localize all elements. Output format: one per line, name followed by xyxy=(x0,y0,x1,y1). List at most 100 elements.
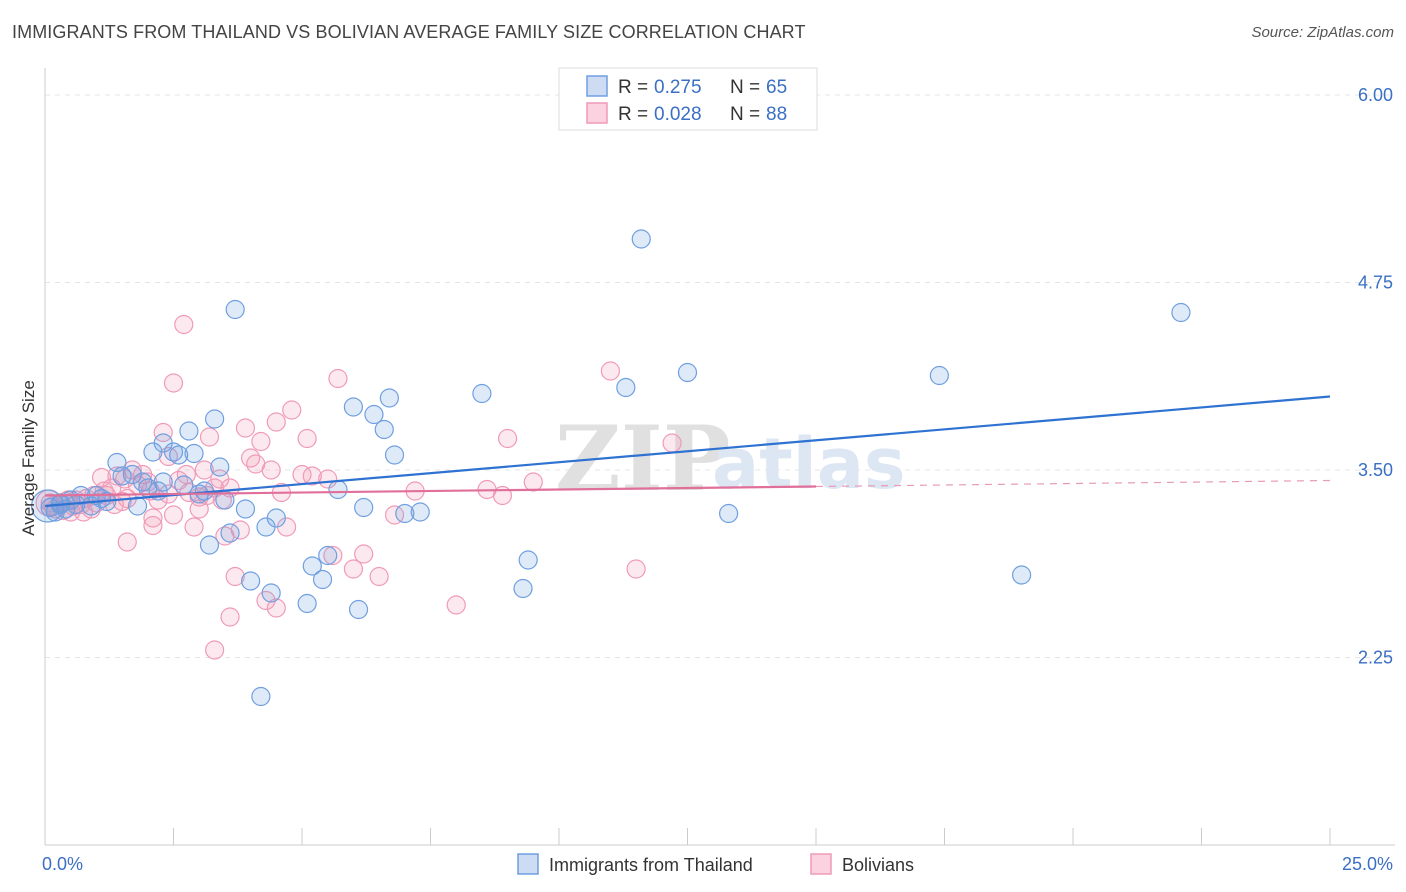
thailand-point-55 xyxy=(518,550,538,570)
bolivians-point-70 xyxy=(205,640,225,660)
thailand-point-62 xyxy=(1171,302,1191,323)
trend-lines xyxy=(44,395,1331,508)
bolivians-point-52 xyxy=(318,469,338,489)
bolivians-point-58 xyxy=(384,505,405,525)
grid-lines xyxy=(45,94,1395,658)
thailand-point-34 xyxy=(241,571,261,591)
bolivians-point-57 xyxy=(369,566,389,587)
bolivians-point-14 xyxy=(112,491,132,512)
x-tick-label-1: 25.0% xyxy=(1342,854,1393,874)
bolivians-point-72 xyxy=(266,598,286,618)
bolivians-point-51 xyxy=(302,466,322,486)
bolivians-point-27 xyxy=(174,314,194,335)
y-axis-label: Average Family Size xyxy=(19,380,38,536)
bolivians-point-40 xyxy=(241,448,261,468)
legend-n-value-1: 65 xyxy=(766,77,787,98)
thailand-point-24 xyxy=(184,443,204,464)
thailand-point-21 xyxy=(169,445,189,465)
watermark-zip: ZIP xyxy=(555,406,730,512)
bolivians-point-69 xyxy=(143,515,163,536)
x-tick-label-0: 0.0% xyxy=(42,854,83,874)
thailand-point-59 xyxy=(719,503,739,524)
bolivians-point-24 xyxy=(163,505,184,525)
legend-r-label-2: R = xyxy=(618,104,648,125)
thailand-point-61 xyxy=(1011,565,1032,585)
thailand-point-52 xyxy=(410,502,430,522)
watermark-atlas: atlas xyxy=(712,423,906,505)
y-tick-labels: 2.25 3.50 4.75 6.00 xyxy=(1358,85,1393,668)
bolivians-point-56 xyxy=(354,544,374,564)
bolivians-point-67 xyxy=(662,433,682,453)
bolivians-point-55 xyxy=(343,559,363,579)
bottom-legend-swatch-thailand xyxy=(517,853,539,875)
y-tick-label-3: 6.00 xyxy=(1358,85,1393,105)
thailand-point-56 xyxy=(616,377,636,398)
thailand-point-12 xyxy=(122,464,142,485)
thailand-point-58 xyxy=(677,362,698,383)
thailand-point-33 xyxy=(235,499,256,519)
bolivians-point-32 xyxy=(199,427,220,447)
bottom-legend-label-bolivians: Bolivians xyxy=(842,855,914,875)
bolivians-point-68 xyxy=(117,532,137,552)
legend-swatch-bolivians xyxy=(586,102,608,124)
thailand-point-28 xyxy=(205,409,225,429)
series-legend: Immigrants from Thailand Bolivians xyxy=(517,853,914,875)
chart-title: IMMIGRANTS FROM THAILAND VS BOLIVIAN AVE… xyxy=(12,22,806,42)
thailand-point-45 xyxy=(348,599,369,620)
legend-r-value-2: 0.028 xyxy=(654,104,702,125)
thailand-point-49 xyxy=(379,388,399,408)
bolivians-point-37 xyxy=(225,566,245,587)
bolivians-point-48 xyxy=(282,400,302,420)
bolivians-trend-line xyxy=(44,485,817,497)
thailand-point-32 xyxy=(225,299,245,320)
thailand-point-39 xyxy=(297,593,317,614)
thailand-point-50 xyxy=(384,445,405,465)
axes xyxy=(44,68,1395,846)
series-thailand xyxy=(30,229,1191,707)
legend-n-label-1: N = xyxy=(730,77,760,98)
bolivians-point-50 xyxy=(297,428,317,449)
legend-n-label-2: N = xyxy=(730,104,760,125)
bolivians-point-53 xyxy=(323,545,343,566)
thailand-point-14 xyxy=(133,472,153,492)
thailand-point-60 xyxy=(929,365,949,386)
thailand-point-57 xyxy=(631,229,651,249)
bolivians-point-71 xyxy=(220,607,240,627)
thailand-point-18 xyxy=(153,472,173,492)
thailand-point-44 xyxy=(343,397,363,417)
bottom-legend-label-thailand: Immigrants from Thailand xyxy=(549,855,753,875)
thailand-point-41 xyxy=(312,569,333,590)
bolivians-point-39 xyxy=(235,418,256,438)
bolivians-point-44 xyxy=(261,460,281,480)
thailand-point-47 xyxy=(364,404,384,425)
thailand-point-40 xyxy=(302,556,322,576)
thailand-trend-line xyxy=(44,395,1331,508)
bolivians-point-66 xyxy=(626,559,646,579)
x-tick-labels: 0.0% 25.0% xyxy=(42,854,1393,874)
legend-swatch-thailand xyxy=(586,75,608,97)
legend-r-label-1: R = xyxy=(618,77,648,98)
y-tick-label-0: 2.25 xyxy=(1358,648,1393,668)
bolivians-point-63 xyxy=(498,428,518,449)
thailand-point-35 xyxy=(251,686,271,707)
correlation-legend: R = 0.275 N = 65 R = 0.028 N = 88 xyxy=(558,67,818,131)
thailand-point-11 xyxy=(112,466,132,486)
bolivians-point-20 xyxy=(143,508,163,528)
thailand-point-37 xyxy=(261,583,281,603)
thailand-point-42 xyxy=(318,545,338,566)
thailand-point-31 xyxy=(220,523,240,543)
bolivians-point-29 xyxy=(184,517,204,537)
thailand-point-13 xyxy=(127,496,148,516)
bolivians-point-25 xyxy=(163,373,184,393)
thailand-point-51 xyxy=(395,503,415,524)
thailand-point-48 xyxy=(374,419,394,440)
watermark: ZIP atlas xyxy=(555,406,906,512)
legend-n-value-2: 88 xyxy=(766,104,787,125)
bolivians-point-64 xyxy=(523,472,543,492)
y-tick-label-2: 4.75 xyxy=(1358,273,1393,293)
thailand-point-27 xyxy=(199,535,220,555)
thailand-point-38 xyxy=(266,508,286,528)
bolivians-point-31 xyxy=(194,460,214,480)
bolivians-point-60 xyxy=(446,595,466,615)
